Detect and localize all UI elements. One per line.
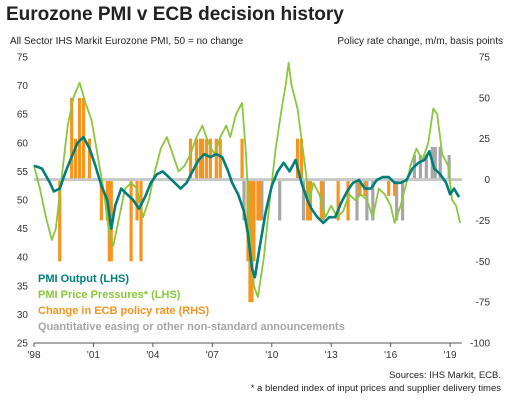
- x-tick-label: '16: [384, 350, 397, 361]
- left-axis-label: All Sector IHS Markit Eurozone PMI, 50 =…: [10, 36, 244, 47]
- policy-rate-bar: [252, 179, 256, 262]
- policy-rate-bar: [295, 138, 300, 180]
- policy-rate-bar: [240, 138, 244, 180]
- policy-rate-bar: [256, 179, 260, 221]
- policy-rate-bar: [246, 179, 250, 262]
- qe-announcement-bar: [438, 146, 442, 180]
- policy-rate-bar: [204, 138, 208, 180]
- policy-rate-bar: [214, 138, 218, 180]
- legend-policy-rate: Change in ECB policy rate (RHS): [38, 305, 209, 317]
- policy-rate-bar: [77, 97, 82, 180]
- left-y-tick-label: 75: [17, 53, 29, 64]
- left-y-tick-label: 65: [17, 110, 29, 121]
- policy-rate-bar: [129, 179, 133, 262]
- right-y-tick-label: -50: [476, 257, 491, 268]
- right-y-tick-label: -75: [476, 298, 491, 309]
- left-y-tick-label: 35: [17, 281, 29, 292]
- right-y-tick-label: -100: [470, 339, 490, 350]
- left-y-tick-label: 70: [17, 81, 29, 92]
- qe-announcement-bar: [355, 179, 359, 221]
- policy-rate-bar: [74, 138, 78, 180]
- x-tick-label: '04: [146, 350, 159, 361]
- qe-announcement-bar: [242, 179, 246, 221]
- qe-announcement-bar: [260, 179, 264, 221]
- chart-title: Eurozone PMI v ECB decision history: [6, 4, 344, 25]
- legend-pmi-price-pressures: PMI Price Pressures* (LHS): [38, 289, 181, 301]
- pmi-price-pressures-line: [33, 61, 461, 299]
- x-tick-label: '98: [27, 350, 40, 361]
- policy-rate-bar: [258, 179, 262, 221]
- policy-rate-bar: [336, 179, 340, 221]
- x-tick-label: '13: [325, 350, 338, 361]
- qe-announcement-bar: [395, 179, 399, 221]
- policy-rate-bar: [139, 179, 143, 262]
- qe-announcement-bar: [424, 155, 428, 180]
- qe-announcement-bar: [418, 155, 422, 180]
- left-y-tick-label: 60: [17, 138, 29, 149]
- footnote: * a blended index of input prices and su…: [250, 383, 501, 394]
- policy-rate-bar: [299, 138, 304, 180]
- qe-announcement-bar: [301, 179, 306, 221]
- x-tick-label: '07: [206, 350, 219, 361]
- policy-rate-bar: [218, 138, 222, 180]
- policy-rate-bar: [393, 179, 397, 196]
- policy-rate-bar: [346, 179, 350, 221]
- right-y-tick-label: 0: [484, 175, 490, 186]
- policy-rate-bar: [387, 179, 391, 196]
- left-y-tick-label: 55: [17, 167, 29, 178]
- policy-rate-bar: [188, 138, 193, 180]
- qe-announcement-bar: [433, 146, 437, 180]
- policy-rate-bar: [208, 138, 212, 180]
- left-y-tick-label: 25: [17, 339, 29, 350]
- qe-announcement-bar: [321, 179, 325, 221]
- x-tick-label: '10: [265, 350, 278, 361]
- left-y-tick-label: 30: [17, 310, 29, 321]
- policy-rate-bar: [99, 179, 103, 221]
- left-y-tick-label: 45: [17, 224, 29, 235]
- policy-rate-bar: [194, 138, 199, 180]
- left-y-tick-label: 40: [17, 253, 29, 264]
- pmi-output-line: [33, 135, 461, 279]
- policy-rate-bar: [200, 138, 205, 180]
- legend-pmi-output: PMI Output (LHS): [38, 273, 129, 285]
- right-y-tick-label: 50: [479, 93, 491, 104]
- right-axis-label: Policy rate change, m/m, basis points: [337, 36, 503, 47]
- policy-rate-bar: [358, 179, 362, 196]
- qe-announcement-bar: [278, 179, 282, 221]
- policy-rate-bar: [87, 138, 92, 180]
- policy-rate-bar: [308, 179, 313, 221]
- right-y-tick-label: 25: [479, 134, 491, 145]
- x-tick-label: '19: [444, 350, 457, 361]
- x-tick-label: '01: [87, 350, 100, 361]
- left-y-tick-label: 50: [17, 196, 29, 207]
- right-y-tick-label: -25: [476, 216, 491, 227]
- right-y-tick-label: 75: [479, 53, 491, 64]
- policy-rate-bar: [58, 179, 62, 262]
- source-note: Sources: IHS Markit, ECB.: [389, 370, 501, 381]
- policy-rate-bar: [250, 179, 254, 303]
- policy-rate-bar: [70, 97, 74, 180]
- legend-qe: Quantitative easing or other non-standar…: [38, 321, 345, 333]
- policy-rate-bar: [135, 179, 139, 221]
- qe-announcement-bar: [371, 179, 375, 221]
